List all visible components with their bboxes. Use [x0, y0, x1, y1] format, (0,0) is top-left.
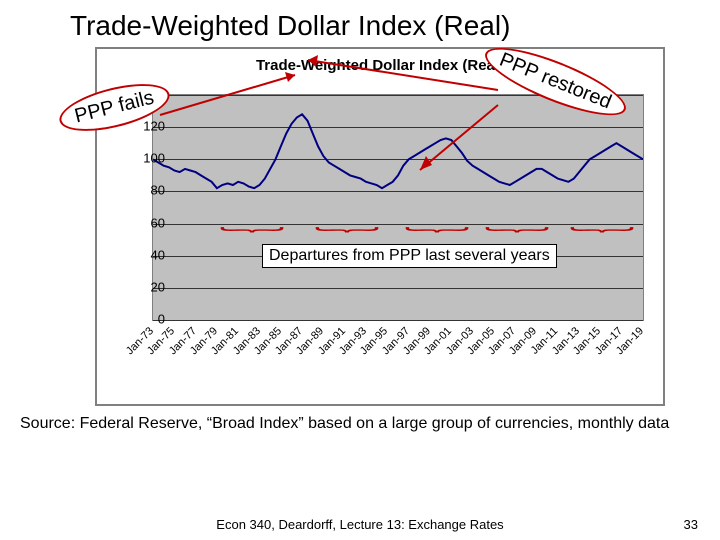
- gridline: [153, 320, 643, 321]
- footer-center: Econ 340, Deardorff, Lecture 13: Exchang…: [0, 517, 720, 532]
- source-text: Source: Federal Reserve, “Broad Index” b…: [0, 406, 720, 433]
- slide-title: Trade-Weighted Dollar Index (Real): [0, 0, 720, 42]
- ytick-label: 0: [125, 312, 165, 327]
- page-number: 33: [684, 517, 698, 532]
- ytick-label: 40: [125, 247, 165, 262]
- brace-icon: ︸: [219, 221, 285, 252]
- ytick-label: 60: [125, 215, 165, 230]
- brace-icon: ︸: [404, 221, 470, 252]
- footer: Econ 340, Deardorff, Lecture 13: Exchang…: [0, 517, 720, 532]
- ytick-label: 80: [125, 183, 165, 198]
- callout-line-right: [300, 55, 510, 175]
- brace-icon: ︸: [569, 221, 635, 252]
- ytick-label: 20: [125, 279, 165, 294]
- brace-icon: ︸: [314, 221, 380, 252]
- brace-icon: ︸: [484, 221, 550, 252]
